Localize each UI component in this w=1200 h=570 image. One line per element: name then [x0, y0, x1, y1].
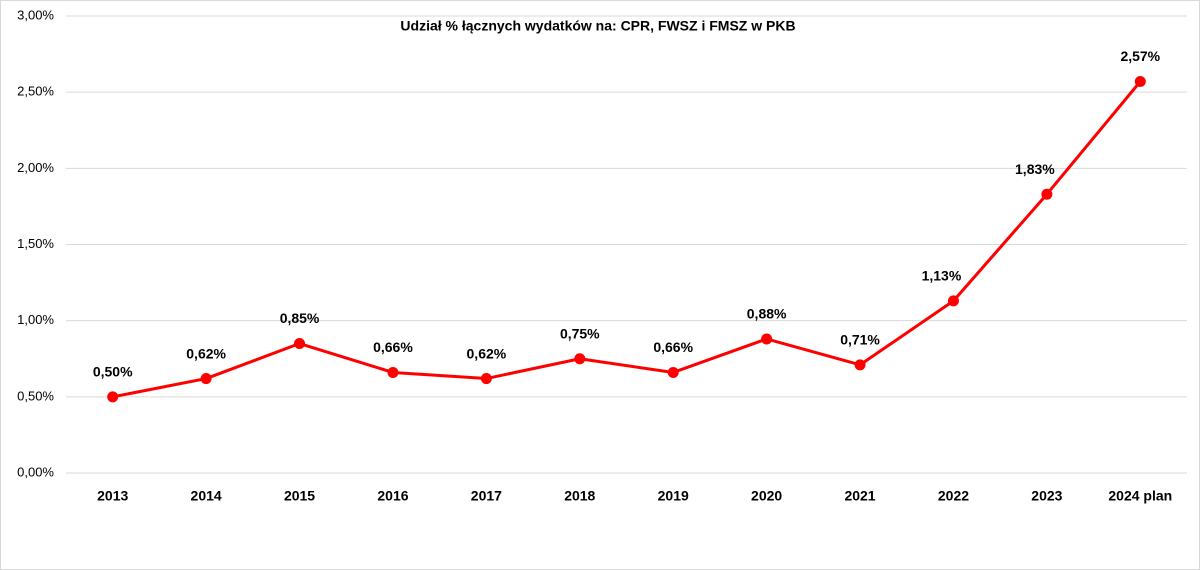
data-label: 0,71% — [840, 332, 880, 348]
chart-title: Udział % łącznych wydatków na: CPR, FWSZ… — [400, 18, 795, 34]
x-tick-label: 2016 — [377, 488, 408, 504]
x-tick-label: 2021 — [844, 488, 875, 504]
data-label: 0,75% — [560, 325, 600, 341]
data-label: 0,66% — [653, 339, 693, 355]
y-tick-label: 2,50% — [17, 84, 54, 99]
data-point — [1041, 188, 1053, 200]
data-label: 0,85% — [280, 310, 320, 326]
data-label: 0,66% — [373, 339, 413, 355]
x-tick-label: 2022 — [938, 488, 969, 504]
data-label: 1,13% — [922, 268, 962, 284]
x-tick-label: 2019 — [658, 488, 689, 504]
data-point — [294, 338, 306, 350]
data-point — [667, 366, 679, 378]
y-tick-label: 0,50% — [17, 388, 54, 403]
data-point — [761, 333, 773, 345]
y-tick-label: 2,00% — [17, 160, 54, 175]
data-label: 0,62% — [186, 345, 226, 361]
data-point — [107, 391, 119, 403]
data-point — [1134, 76, 1146, 88]
x-tick-label: 2023 — [1031, 488, 1062, 504]
y-tick-label: 0,00% — [17, 464, 54, 479]
data-point — [387, 366, 399, 378]
x-tick-label: 2014 — [191, 488, 222, 504]
data-label: 0,62% — [467, 345, 507, 361]
data-label: 1,83% — [1015, 161, 1055, 177]
data-point — [574, 353, 586, 365]
data-label: 2,57% — [1120, 48, 1160, 64]
data-point — [200, 373, 212, 385]
data-label: 0,50% — [93, 364, 133, 380]
series-line — [112, 80, 1142, 399]
x-tick-label: 2024 plan — [1108, 488, 1172, 504]
data-point — [854, 359, 866, 371]
x-tick-label: 2018 — [564, 488, 595, 504]
y-tick-label: 3,00% — [17, 7, 54, 22]
x-tick-label: 2015 — [284, 488, 315, 504]
y-tick-label: 1,50% — [17, 236, 54, 251]
x-tick-label: 2013 — [97, 488, 128, 504]
x-tick-label: 2020 — [751, 488, 782, 504]
y-tick-label: 1,00% — [17, 312, 54, 327]
data-point — [947, 295, 959, 307]
data-label: 0,88% — [747, 306, 787, 322]
x-tick-label: 2017 — [471, 488, 502, 504]
data-point — [480, 373, 492, 385]
